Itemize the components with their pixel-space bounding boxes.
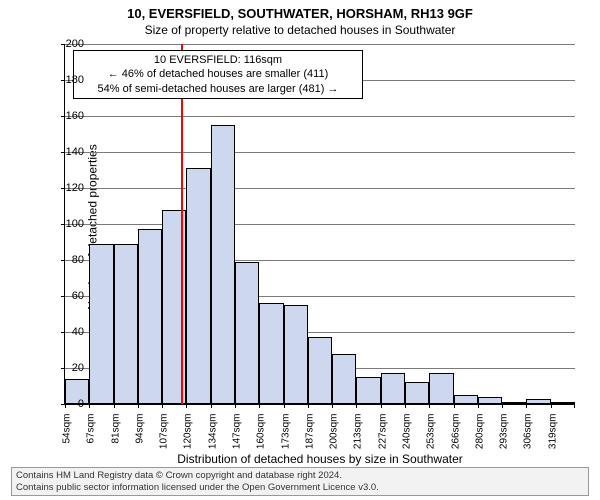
- y-tick-label: 200: [54, 38, 84, 50]
- y-tick-label: 120: [54, 182, 84, 194]
- y-tick-label: 0: [54, 398, 84, 410]
- x-tick-mark: [186, 404, 187, 408]
- y-tick-label: 180: [54, 74, 84, 86]
- histogram-bar: [381, 373, 405, 404]
- x-tick-mark: [332, 404, 333, 408]
- histogram-bar: [235, 262, 259, 404]
- gridline: [65, 44, 575, 45]
- histogram-bar: [478, 397, 502, 404]
- histogram-bar: [332, 354, 356, 404]
- x-tick-mark: [551, 404, 552, 408]
- histogram-bar: [502, 402, 526, 404]
- x-tick-mark: [259, 404, 260, 408]
- y-tick-label: 100: [54, 218, 84, 230]
- histogram-bar: [405, 382, 429, 404]
- chart-title-main: 10, EVERSFIELD, SOUTHWATER, HORSHAM, RH1…: [0, 0, 600, 21]
- plot: 54sqm67sqm81sqm94sqm107sqm120sqm134sqm14…: [65, 44, 575, 404]
- x-tick-mark: [356, 404, 357, 408]
- gridline: [65, 224, 575, 225]
- plot-area: 54sqm67sqm81sqm94sqm107sqm120sqm134sqm14…: [65, 44, 575, 404]
- y-tick-label: 20: [54, 362, 84, 374]
- y-tick-label: 60: [54, 290, 84, 302]
- y-tick-label: 140: [54, 146, 84, 158]
- x-tick-mark: [405, 404, 406, 408]
- x-tick-mark: [526, 404, 527, 408]
- histogram-bar: [284, 305, 308, 404]
- x-tick-mark: [89, 404, 90, 408]
- histogram-bar: [186, 168, 210, 404]
- y-tick-label: 160: [54, 110, 84, 122]
- x-tick-mark: [211, 404, 212, 408]
- histogram-bar: [356, 377, 380, 404]
- info-box: 10 EVERSFIELD: 116sqm← 46% of detached h…: [73, 50, 363, 99]
- gridline: [65, 152, 575, 153]
- x-axis-title: Distribution of detached houses by size …: [65, 452, 575, 466]
- histogram-bar: [454, 395, 478, 404]
- info-box-line: ← 46% of detached houses are smaller (41…: [80, 67, 356, 81]
- x-tick-mark: [574, 404, 575, 408]
- histogram-bar: [89, 244, 113, 404]
- x-tick-mark: [502, 404, 503, 408]
- info-box-line: 10 EVERSFIELD: 116sqm: [80, 53, 356, 67]
- histogram-bar: [308, 337, 332, 404]
- x-tick-mark: [138, 404, 139, 408]
- x-tick-mark: [454, 404, 455, 408]
- x-tick-mark: [114, 404, 115, 408]
- gridline: [65, 116, 575, 117]
- histogram-bar: [429, 373, 453, 404]
- footer-line-1: Contains HM Land Registry data © Crown c…: [16, 470, 584, 481]
- x-tick-mark: [308, 404, 309, 408]
- histogram-bar: [211, 125, 235, 404]
- histogram-bar: [526, 399, 550, 404]
- x-tick-mark: [381, 404, 382, 408]
- chart-container: 10, EVERSFIELD, SOUTHWATER, HORSHAM, RH1…: [0, 0, 600, 500]
- x-tick-mark: [235, 404, 236, 408]
- y-tick-label: 80: [54, 254, 84, 266]
- histogram-bar: [259, 303, 283, 404]
- x-tick-mark: [284, 404, 285, 408]
- footer-line-2: Contains public sector information licen…: [16, 482, 584, 493]
- x-axis-line: [65, 404, 575, 405]
- gridline: [65, 188, 575, 189]
- histogram-bar: [138, 229, 162, 404]
- footer-attribution: Contains HM Land Registry data © Crown c…: [11, 467, 589, 496]
- histogram-bar: [114, 244, 138, 404]
- info-box-line: 54% of semi-detached houses are larger (…: [80, 82, 356, 96]
- chart-title-sub: Size of property relative to detached ho…: [0, 21, 600, 37]
- y-tick-label: 40: [54, 326, 84, 338]
- x-tick-mark: [429, 404, 430, 408]
- x-tick-mark: [478, 404, 479, 408]
- x-tick-mark: [162, 404, 163, 408]
- histogram-bar: [551, 402, 575, 404]
